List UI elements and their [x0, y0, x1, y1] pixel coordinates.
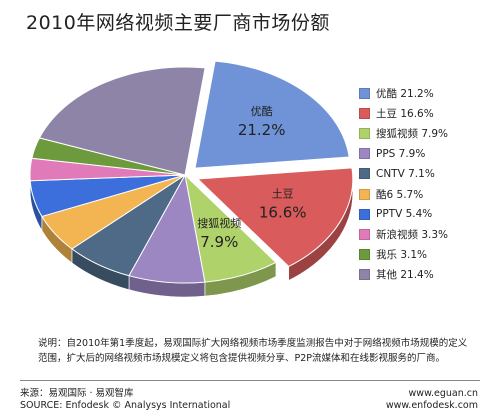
slice-label-搜狐视频: 搜狐视频 [197, 216, 241, 230]
pie-slice-土豆 [196, 167, 354, 268]
legend-swatch [359, 168, 370, 180]
legend-item: PPTV 5.4% [359, 207, 432, 221]
legend-label: 土豆 16.6% [376, 107, 434, 120]
legend-item: 其他 21.4% [359, 268, 434, 282]
legend-swatch [359, 107, 370, 119]
slice-label-优酷: 优酷 [251, 105, 273, 118]
pie-slice-优酷 [194, 60, 350, 169]
legend-label: 优酷 21.2% [376, 87, 434, 100]
legend-swatch [359, 269, 370, 281]
legend-item: CNTV 7.1% [359, 167, 435, 181]
url-enfodesk: www.enfodesk.com [385, 400, 478, 411]
source-en: SOURCE: Enfodesk © Analysys Internationa… [20, 400, 231, 411]
legend-item: 土豆 16.6% [359, 106, 434, 120]
chart-title: 2010年网络视频主要厂商市场份额 [26, 12, 330, 34]
legend-label: 搜狐视频 7.9% [376, 127, 449, 140]
legend-item: 优酷 21.2% [359, 86, 434, 100]
legend-label: 新浪视频 3.3% [376, 228, 449, 241]
divider-line [20, 380, 480, 381]
legend-label: 酷6 5.7% [376, 188, 424, 201]
slice-value-土豆: 16.6% [259, 203, 307, 221]
legend-label: PPS 7.9% [376, 147, 426, 160]
legend-label: 其他 21.4% [376, 269, 434, 282]
legend-swatch [359, 148, 370, 160]
url-eguan: www.eguan.cn [408, 388, 478, 399]
chart-note: 说明：自2010年第1季度起，易观国际扩大网络视频市场季度监测报告中对于网络视频… [38, 338, 468, 364]
legend-item: 新浪视频 3.3% [359, 227, 448, 241]
slice-value-优酷: 21.2% [238, 121, 286, 139]
legend-swatch [359, 228, 370, 240]
source-cn: 来源：易观国际 · 易观智库 [20, 388, 134, 399]
legend-item: 酷6 5.7% [359, 187, 423, 201]
legend-item: PPS 7.9% [359, 147, 425, 161]
legend-swatch [359, 208, 370, 220]
legend-swatch [359, 87, 370, 99]
pie-slice-其他 [38, 66, 206, 176]
legend-swatch [359, 127, 370, 139]
legend-item: 搜狐视频 7.9% [359, 126, 448, 140]
legend-swatch [359, 249, 370, 261]
legend-swatch [359, 188, 370, 200]
legend-item: 我乐 3.1% [359, 248, 427, 262]
slice-label-土豆: 土豆 [272, 187, 294, 200]
legend-label: CNTV 7.1% [376, 167, 435, 180]
slice-value-搜狐视频: 7.9% [200, 233, 238, 251]
legend-label: 我乐 3.1% [376, 249, 428, 262]
legend-label: PPTV 5.4% [376, 208, 433, 221]
